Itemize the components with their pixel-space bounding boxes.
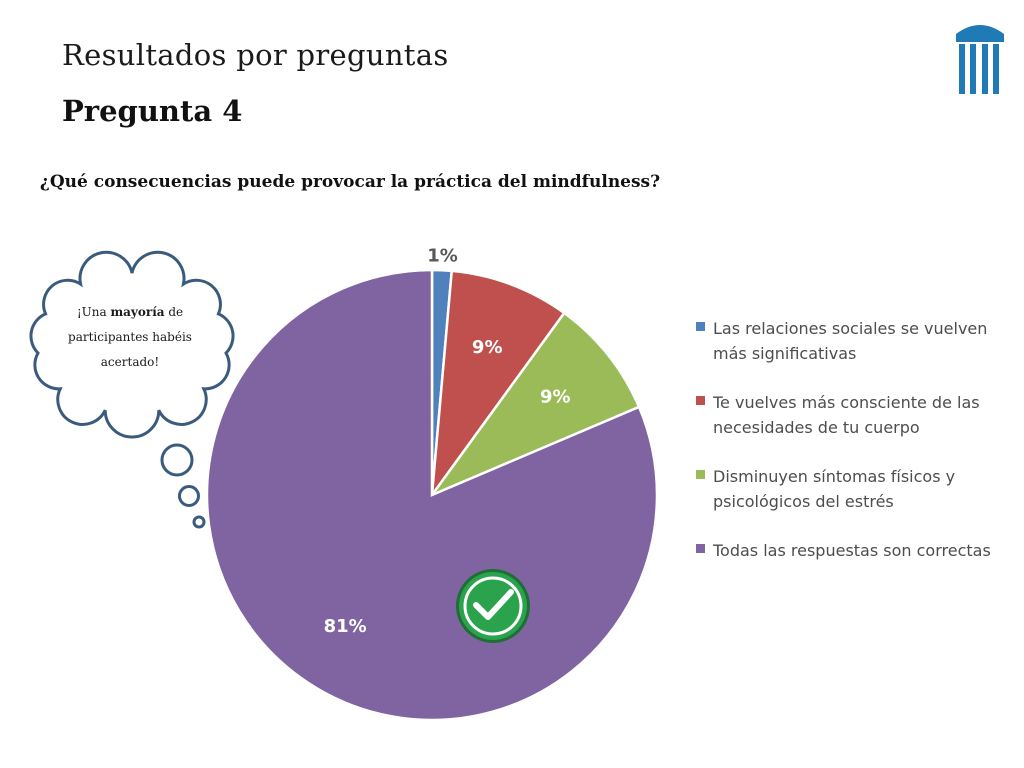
chart-title: ¿Qué consecuencias puede provocar la prá…: [39, 172, 661, 192]
legend-label: Las relaciones sociales se vuelven más s…: [713, 319, 988, 363]
legend-item: Todas las respuestas son correctas: [696, 538, 1006, 563]
check-badge: [456, 569, 530, 643]
bubble-text-start: ¡Una: [76, 305, 111, 319]
thought-trail-bubble: [178, 485, 200, 507]
pie-slices: [205, 268, 659, 722]
legend-label: Disminuyen síntomas físicos y psicológic…: [713, 467, 956, 511]
legend-label: Todas las respuestas son correctas: [713, 541, 991, 560]
pie-data-label: 9%: [472, 337, 503, 358]
pie-slice: [428, 311, 641, 498]
legend-swatch: [696, 322, 705, 331]
bubble-text-end: de participantes habéis acertado!: [68, 305, 192, 369]
pie-slice: [205, 268, 659, 722]
legend-label: Te vuelves más consciente de las necesid…: [713, 393, 980, 437]
thought-trail-bubble: [192, 515, 206, 529]
pie-data-label: 81%: [324, 616, 367, 637]
thought-bubble: [29, 250, 235, 529]
legend-item: Disminuyen síntomas físicos y psicológic…: [696, 464, 1006, 514]
pie-data-label: 9%: [540, 386, 571, 407]
legend-item: Las relaciones sociales se vuelven más s…: [696, 316, 1006, 366]
section-title: Resultados por preguntas: [62, 38, 449, 72]
bubble-text-bold: mayoría: [110, 305, 165, 319]
check-icon: [473, 589, 514, 620]
thought-bubble-text: ¡Una mayoría de participantes habéis ace…: [60, 300, 200, 375]
legend-swatch: [696, 544, 705, 553]
columns-logo-icon: [956, 25, 1004, 94]
chart-legend: Las relaciones sociales se vuelven más s…: [696, 316, 1006, 587]
pie-data-labels: 1% 9% 9% 81%: [324, 246, 571, 637]
thought-trail-bubble: [160, 443, 194, 477]
legend-item: Te vuelves más consciente de las necesid…: [696, 390, 1006, 440]
legend-swatch: [696, 470, 705, 479]
slide-title: Pregunta 4: [62, 94, 243, 128]
pie-data-label: 1%: [427, 246, 458, 267]
legend-swatch: [696, 396, 705, 405]
thought-cloud: [29, 250, 235, 439]
pie-slice: [430, 269, 566, 500]
